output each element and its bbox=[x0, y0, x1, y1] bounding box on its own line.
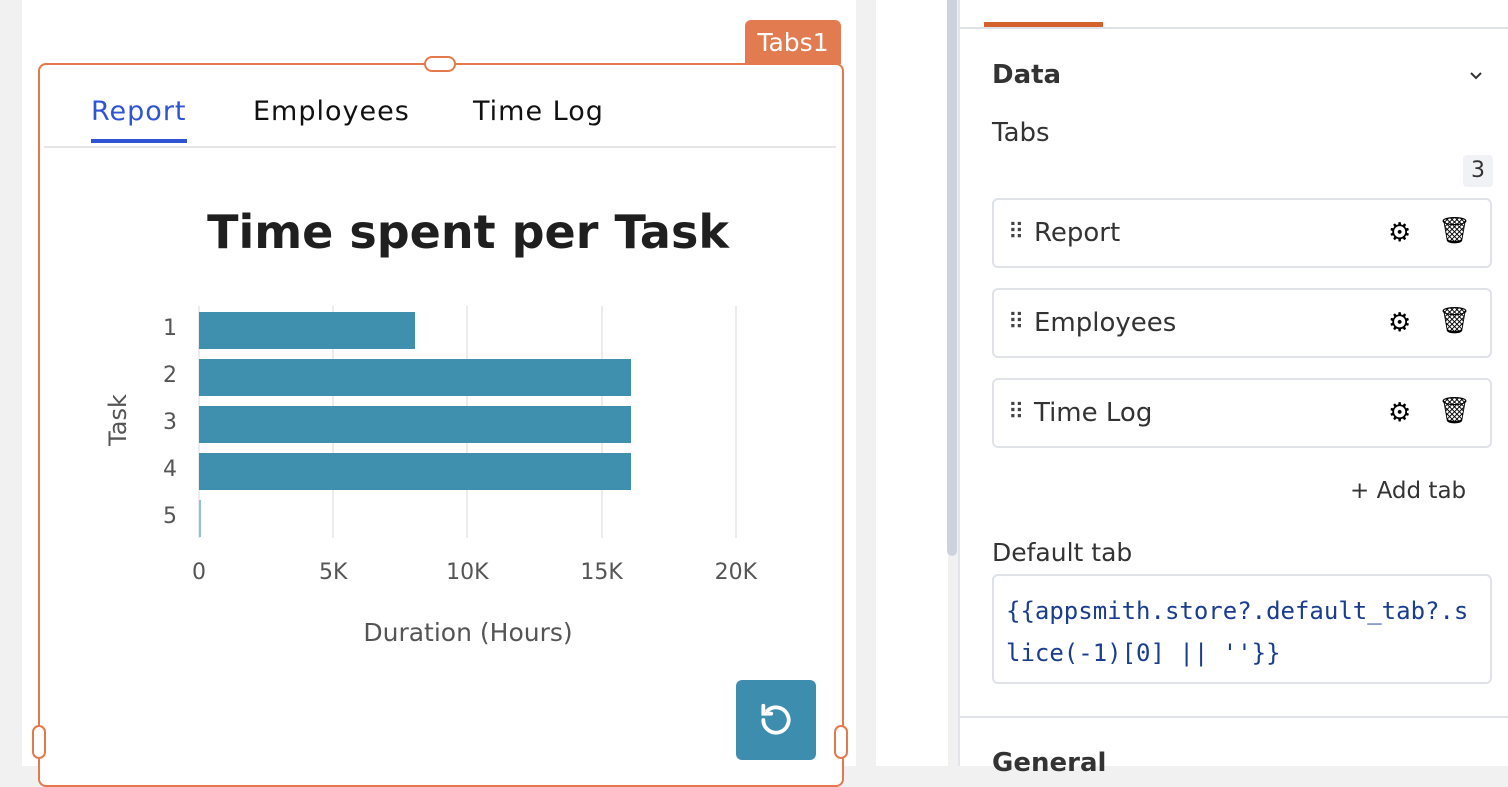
tab-item-label: Time Log bbox=[1034, 398, 1153, 428]
tab-count-badge: 3 bbox=[1463, 155, 1493, 187]
tab-item-time-log[interactable]: ⠿ Time Log ⚙ 🗑 bbox=[992, 378, 1492, 448]
trash-icon[interactable]: 🗑 bbox=[1438, 396, 1472, 426]
drag-handle-icon[interactable]: ⠿ bbox=[1008, 310, 1024, 335]
default-tab-label: Default tab bbox=[992, 538, 1133, 567]
y-tick-label: 4 bbox=[163, 456, 177, 482]
drag-handle-icon[interactable]: ⠿ bbox=[1008, 400, 1024, 425]
x-tick-label: 10K bbox=[446, 560, 489, 585]
x-tick-label: 5K bbox=[318, 560, 348, 585]
trash-icon[interactable]: 🗑 bbox=[1438, 306, 1472, 336]
x-axis-label: Duration (Hours) bbox=[363, 618, 573, 647]
x-tick-label: 0 bbox=[192, 560, 206, 585]
add-tab-label: Add tab bbox=[1376, 478, 1467, 504]
tab-item-employees[interactable]: ⠿ Employees ⚙ 🗑 bbox=[992, 288, 1492, 358]
widget-name-label[interactable]: Tabs1 bbox=[745, 20, 841, 64]
add-tab-button[interactable]: + Add tab bbox=[1350, 478, 1466, 504]
panel-scrollbar[interactable] bbox=[947, 0, 957, 556]
active-pane-tab-indicator bbox=[984, 22, 1103, 27]
property-pane bbox=[958, 0, 1508, 766]
plus-icon: + bbox=[1350, 478, 1377, 504]
y-tick-label: 1 bbox=[163, 315, 177, 341]
tab-item-label: Employees bbox=[1034, 308, 1177, 338]
tab-report[interactable]: Report bbox=[91, 96, 187, 143]
section-general-title[interactable]: General bbox=[992, 748, 1107, 778]
y-axis-label: Task bbox=[104, 394, 132, 446]
tab-time-log[interactable]: Time Log bbox=[473, 96, 604, 127]
drag-handle-icon[interactable]: ⠿ bbox=[1008, 220, 1024, 245]
bar-task-1[interactable] bbox=[199, 311, 416, 349]
resize-handle-top[interactable] bbox=[424, 56, 456, 72]
y-tick-label: 5 bbox=[163, 503, 177, 529]
chart-title: Time spent per Task bbox=[207, 205, 729, 259]
x-tick-label: 20K bbox=[714, 560, 757, 585]
gridline bbox=[734, 306, 737, 538]
bar-task-5[interactable] bbox=[199, 499, 201, 537]
default-tab-input[interactable]: {{appsmith.store?.default_tab?.slice(-1)… bbox=[992, 574, 1492, 684]
section-data-title[interactable]: Data bbox=[992, 60, 1062, 90]
bar-task-3[interactable] bbox=[199, 405, 632, 443]
tab-item-label: Report bbox=[1034, 218, 1121, 248]
x-tick-label: 15K bbox=[580, 560, 623, 585]
gear-icon[interactable]: ⚙ bbox=[1388, 218, 1412, 248]
resize-handle-right[interactable] bbox=[834, 725, 848, 759]
tab-employees[interactable]: Employees bbox=[253, 96, 410, 127]
y-tick-label: 2 bbox=[163, 362, 177, 388]
tab-bar: Report Employees Time Log bbox=[44, 82, 836, 148]
divider bbox=[960, 716, 1508, 718]
trash-icon[interactable]: 🗑 bbox=[1438, 216, 1472, 246]
chevron-down-icon[interactable] bbox=[1466, 66, 1486, 86]
refresh-icon bbox=[761, 703, 791, 735]
y-tick-label: 3 bbox=[163, 409, 177, 435]
gear-icon[interactable]: ⚙ bbox=[1388, 308, 1412, 338]
tab-item-report[interactable]: ⠿ Report ⚙ 🗑 bbox=[992, 198, 1492, 268]
divider bbox=[960, 27, 1508, 29]
reset-button[interactable] bbox=[736, 680, 816, 760]
tabs-label: Tabs bbox=[992, 118, 1050, 148]
bar-task-4[interactable] bbox=[199, 452, 632, 490]
canvas-gutter bbox=[876, 0, 948, 766]
gear-icon[interactable]: ⚙ bbox=[1388, 398, 1412, 428]
resize-handle-left[interactable] bbox=[32, 725, 46, 759]
bar-task-2[interactable] bbox=[199, 358, 632, 396]
